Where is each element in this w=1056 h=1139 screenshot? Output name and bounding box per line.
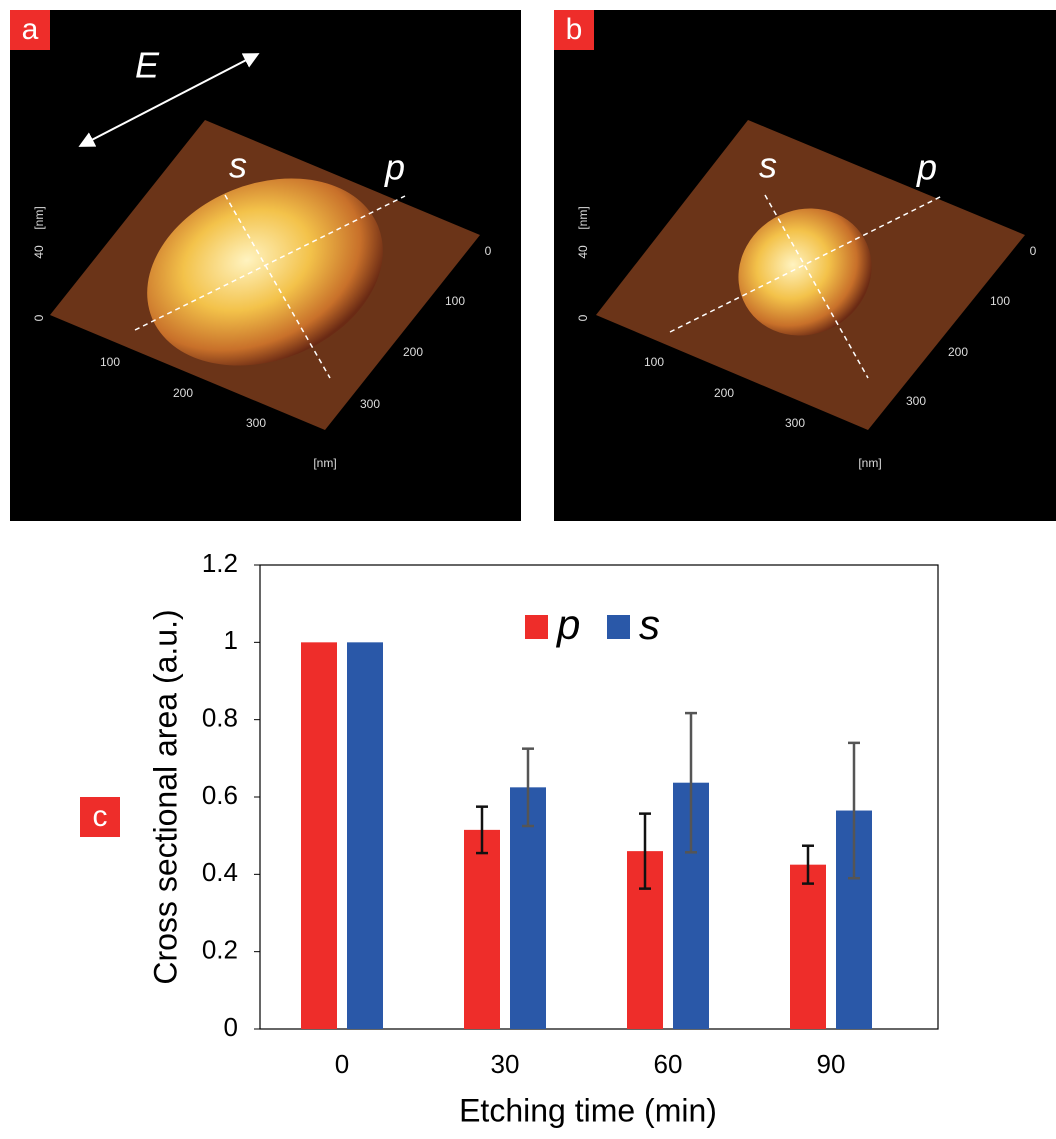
line-label: s	[229, 145, 247, 186]
panel-label: b	[566, 13, 583, 46]
z-unit: [nm]	[32, 206, 46, 229]
y-tick-label: 0.8	[202, 703, 238, 733]
legend-swatch	[525, 615, 548, 639]
x-tick-label: 90	[817, 1049, 846, 1079]
y-tick: 200	[948, 345, 968, 359]
legend-label: p	[555, 601, 580, 648]
afm-panel-b: b s p [nm] 40 0 100 200 300 0 100 200 30…	[554, 10, 1056, 521]
unit: [nm]	[858, 456, 881, 470]
line-label: p	[916, 147, 937, 188]
z-tick: 0	[32, 314, 46, 321]
y-tick: 0	[485, 244, 492, 258]
legend-swatch	[607, 615, 630, 639]
y-axis-title: Cross sectional area (a.u.)	[147, 609, 183, 984]
x-axis-title: Etching time (min)	[459, 1092, 717, 1128]
panel-label: c	[93, 800, 108, 833]
y-tick-label: 1.2	[202, 548, 238, 578]
z-unit: [nm]	[576, 206, 590, 229]
x-tick: 300	[785, 416, 805, 430]
x-tick: 300	[246, 416, 266, 430]
unit: [nm]	[313, 456, 336, 470]
panel-label: a	[22, 13, 39, 46]
x-tick-label: 30	[491, 1049, 520, 1079]
z-tick: 40	[32, 245, 46, 259]
x-tick: 200	[173, 386, 193, 400]
y-tick-label: 1	[224, 625, 238, 655]
bar	[301, 642, 337, 1029]
x-tick-label: 60	[654, 1049, 683, 1079]
figure: a E s p [nm] 40 0 100 200 300 0 100 200 …	[0, 0, 1056, 1134]
z-tick: 40	[576, 245, 590, 259]
bar	[464, 830, 500, 1029]
legend-label: s	[639, 601, 660, 648]
bar	[347, 642, 383, 1029]
line-label: s	[759, 145, 777, 186]
y-tick: 300	[360, 397, 380, 411]
y-tick: 200	[403, 345, 423, 359]
x-tick: 200	[714, 386, 734, 400]
y-tick-label: 0.6	[202, 780, 238, 810]
y-tick: 300	[906, 394, 926, 408]
page: {"panels": [ {"label": "a", "field": "E"…	[0, 0, 1056, 1134]
bar	[790, 865, 826, 1029]
afm-panel-a: a E s p [nm] 40 0 100 200 300 0 100 200 …	[10, 10, 521, 521]
field-label: E	[135, 45, 160, 86]
x-tick-label: 0	[335, 1049, 349, 1079]
z-tick: 0	[576, 314, 590, 321]
line-label: p	[384, 147, 405, 188]
y-tick: 0	[1030, 244, 1037, 258]
y-tick-label: 0.2	[202, 935, 238, 965]
y-tick: 100	[990, 294, 1010, 308]
y-tick: 100	[445, 294, 465, 308]
y-tick-label: 0	[224, 1012, 238, 1042]
x-tick: 100	[644, 355, 664, 369]
y-tick-label: 0.4	[202, 857, 238, 887]
x-tick: 100	[100, 355, 120, 369]
